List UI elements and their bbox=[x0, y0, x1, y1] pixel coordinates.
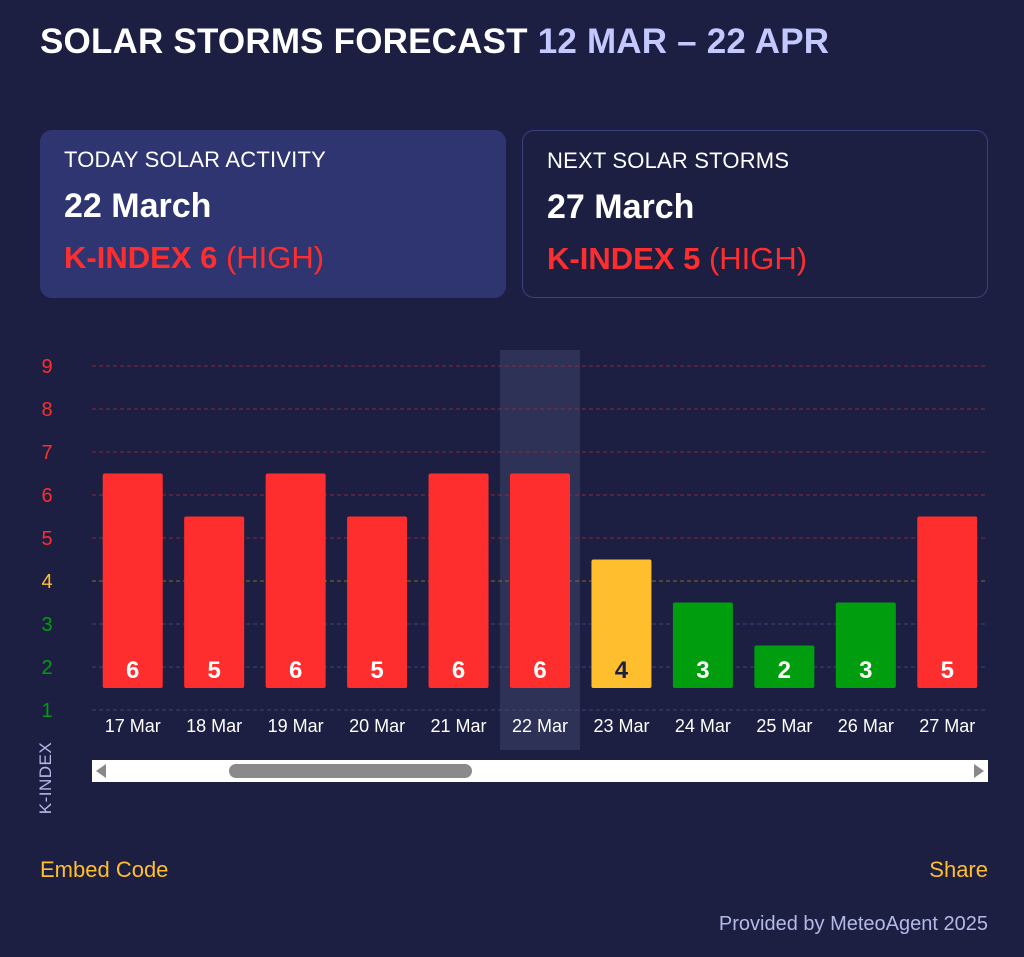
bar-value-label: 6 bbox=[533, 657, 546, 684]
next-kindex-value: K-INDEX 5 bbox=[547, 241, 701, 276]
today-kindex-value: K-INDEX 6 bbox=[64, 240, 218, 275]
bar-value-label: 3 bbox=[859, 657, 872, 684]
bar bbox=[835, 602, 896, 688]
bar bbox=[347, 516, 408, 688]
provider-credit: Provided by MeteoAgent 2025 bbox=[718, 913, 988, 935]
x-tick-label: 21 Mar bbox=[431, 716, 487, 736]
x-tick-label: 23 Mar bbox=[593, 716, 649, 736]
bar bbox=[510, 473, 570, 688]
bar bbox=[591, 559, 652, 688]
x-tick-label: 22 Mar bbox=[512, 716, 568, 736]
embed-code-link[interactable]: Embed Code bbox=[40, 857, 169, 882]
today-activity-card: TODAY SOLAR ACTIVITY 22 March K-INDEX 6 … bbox=[40, 130, 506, 298]
bar-value-label: 4 bbox=[615, 657, 629, 684]
title-text: SOLAR STORMS FORECAST bbox=[40, 22, 528, 61]
next-card-label: NEXT SOLAR STORMS bbox=[547, 148, 790, 173]
date-range: 12 MAR – 22 APR bbox=[537, 22, 830, 61]
x-tick-label: 17 Mar bbox=[105, 716, 161, 736]
bar-value-label: 5 bbox=[941, 657, 954, 684]
bar-value-label: 6 bbox=[452, 657, 465, 684]
y-tick-label: 2 bbox=[41, 657, 52, 679]
next-storms-card: NEXT SOLAR STORMS 27 March K-INDEX 5 (HI… bbox=[522, 130, 988, 298]
kindex-bar-chart: 1 2 3 4 5 6 7 8 9 6 17 Mar 5 18 Mar 6 19 Mar 5 20 Mar 6 21… bbox=[41, 350, 988, 750]
bar-value-label: 5 bbox=[208, 657, 221, 684]
x-tick-label: 27 Mar bbox=[919, 716, 975, 736]
y-tick-label: 5 bbox=[41, 528, 52, 550]
next-kindex-level: (HIGH) bbox=[708, 241, 808, 276]
bar-value-label: 2 bbox=[778, 657, 791, 684]
x-tick-label: 26 Mar bbox=[838, 716, 894, 736]
bar bbox=[754, 645, 815, 688]
today-kindex-level: (HIGH) bbox=[225, 240, 325, 275]
scroll-left-arrow-icon[interactable] bbox=[96, 764, 106, 778]
bar bbox=[265, 473, 326, 688]
bar bbox=[102, 473, 163, 688]
page-title: SOLAR STORMS FORECAST 12 MAR – 22 APR bbox=[40, 22, 829, 62]
y-tick-label: 1 bbox=[41, 700, 52, 722]
bar bbox=[917, 516, 978, 688]
bar-value-label: 6 bbox=[126, 657, 139, 684]
today-card-date: 22 March bbox=[64, 187, 212, 225]
y-tick-label: 8 bbox=[41, 399, 52, 421]
x-tick-label: 24 Mar bbox=[675, 716, 731, 736]
bar bbox=[184, 516, 245, 688]
today-card-label: TODAY SOLAR ACTIVITY bbox=[64, 147, 326, 172]
y-tick-label: 9 bbox=[41, 356, 52, 378]
chart-scrollbar[interactable] bbox=[92, 760, 988, 782]
x-tick-label: 25 Mar bbox=[756, 716, 812, 736]
today-card-kindex: K-INDEX 6 (HIGH) bbox=[64, 240, 482, 276]
x-tick-label: 19 Mar bbox=[268, 716, 324, 736]
bar bbox=[672, 602, 733, 688]
next-card-kindex: K-INDEX 5 (HIGH) bbox=[547, 241, 963, 277]
y-tick-label: 7 bbox=[41, 442, 52, 464]
share-link[interactable]: Share bbox=[929, 857, 988, 882]
bar-value-label: 3 bbox=[696, 657, 709, 684]
x-tick-label: 20 Mar bbox=[349, 716, 405, 736]
scroll-right-arrow-icon[interactable] bbox=[974, 764, 984, 778]
y-tick-label: 6 bbox=[41, 485, 52, 507]
x-tick-label: 18 Mar bbox=[186, 716, 242, 736]
y-axis-title-text: K-INDEX bbox=[36, 741, 55, 815]
next-card-date: 27 March bbox=[547, 188, 695, 226]
bar-value-label: 5 bbox=[370, 657, 383, 684]
bar-value-label: 6 bbox=[289, 657, 302, 684]
bar bbox=[428, 473, 489, 688]
y-tick-label: 4 bbox=[41, 571, 52, 593]
y-tick-label: 3 bbox=[41, 614, 52, 636]
scroll-thumb[interactable] bbox=[229, 764, 472, 778]
